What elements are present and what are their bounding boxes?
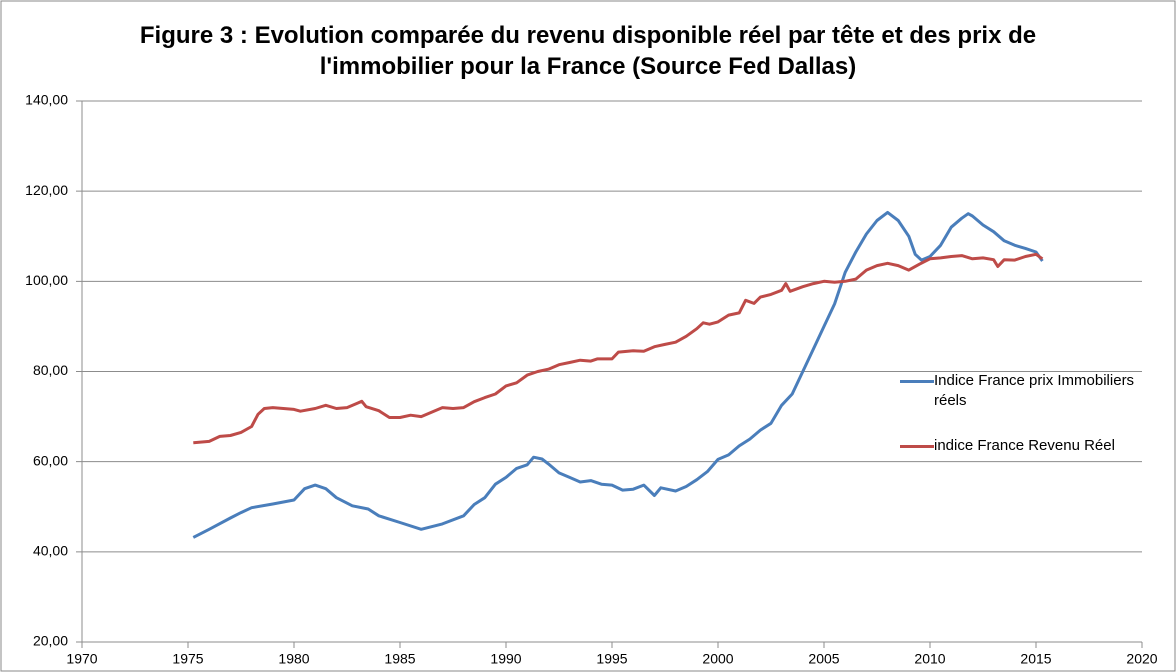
x-tick-label: 2020 <box>1126 651 1157 667</box>
legend-swatch <box>900 380 934 383</box>
y-tick-label: 40,00 <box>33 543 68 559</box>
legend-swatch <box>900 445 934 448</box>
x-tick-label: 2000 <box>702 651 733 667</box>
x-tick-label: 1980 <box>278 651 309 667</box>
x-tick-label: 2015 <box>1020 651 1051 667</box>
x-tick-label: 1985 <box>384 651 415 667</box>
legend-entry: Indice France prix Immobiliers réels <box>900 371 1164 411</box>
y-tick-label: 80,00 <box>33 362 68 378</box>
x-tick-label: 1975 <box>172 651 203 667</box>
y-tick-label: 140,00 <box>25 92 68 108</box>
series-line <box>192 210 1044 539</box>
chart-title: Figure 3 : Evolution comparée du revenu … <box>139 22 1037 80</box>
x-tick-label: 1995 <box>596 651 627 667</box>
x-tick-label: 1970 <box>66 651 97 667</box>
x-tick-label: 1990 <box>490 651 521 667</box>
legend-entry: indice France Revenu Réel <box>900 436 1164 456</box>
series-line <box>193 252 1044 445</box>
legend-label: Indice France prix Immobiliers réels <box>934 372 1135 409</box>
y-tick-label: 120,00 <box>25 182 68 198</box>
y-tick-label: 100,00 <box>25 272 68 288</box>
x-tick-label: 2010 <box>914 651 945 667</box>
y-tick-label: 60,00 <box>33 452 68 468</box>
y-tick-label: 20,00 <box>33 633 68 649</box>
x-tick-label: 2005 <box>808 651 839 667</box>
legend-label: indice France Revenu Réel <box>934 437 1115 454</box>
